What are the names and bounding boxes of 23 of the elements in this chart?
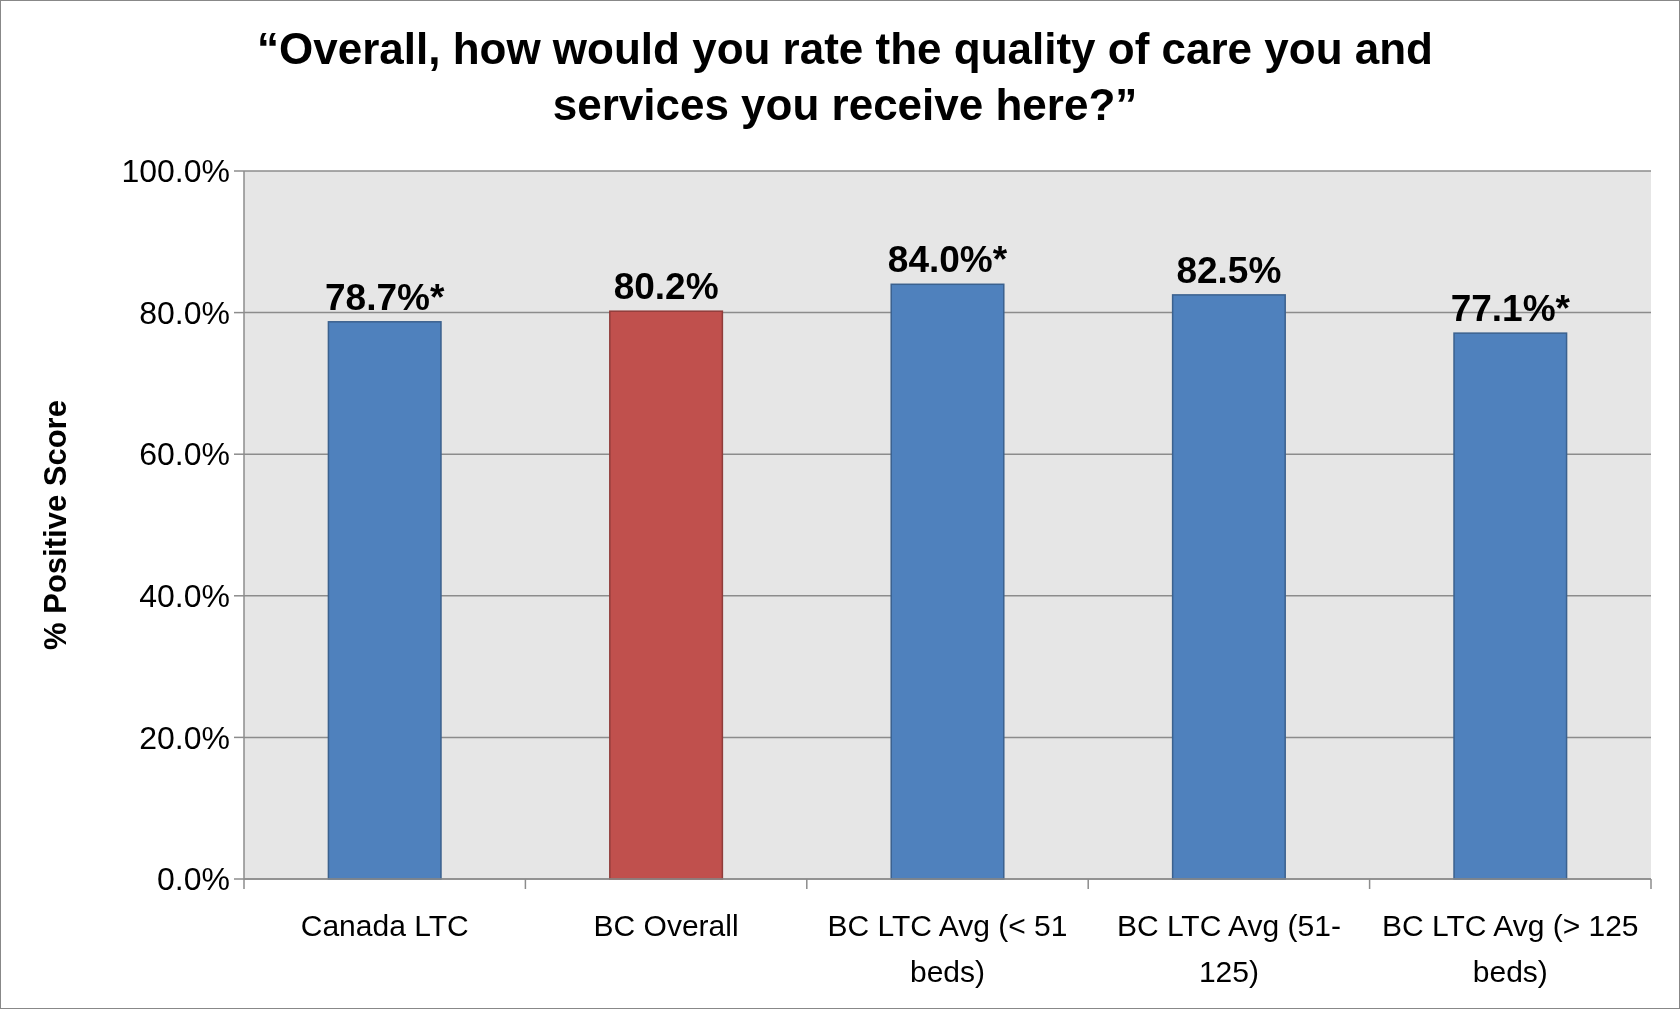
- bar: [1453, 332, 1568, 880]
- chart-title: “Overall, how would you rate the quality of care you and services you receive here?”: [257, 24, 1433, 129]
- x-tick-label: BC LTC Avg (> 125 beds): [1382, 909, 1639, 988]
- data-label: 77.1%*: [1450, 288, 1571, 330]
- y-tick-label: 0.0%: [157, 861, 230, 898]
- x-tick-label: BC LTC Avg (51-125): [1116, 909, 1341, 988]
- bar: [1171, 294, 1286, 880]
- y-tick-label: 100.0%: [121, 153, 230, 190]
- bar: [890, 283, 1005, 880]
- y-tick-label: 80.0%: [139, 294, 230, 331]
- bar: [609, 310, 724, 880]
- x-tick-label: BC LTC Avg (< 51 beds): [827, 909, 1068, 988]
- x-tick-label: Canada LTC: [300, 909, 469, 942]
- bar: [327, 321, 442, 880]
- data-label: 82.5%: [1176, 249, 1282, 291]
- x-tick-label: BC Overall: [593, 909, 739, 942]
- y-tick-label: 20.0%: [139, 719, 230, 756]
- data-label: 78.7%*: [325, 276, 445, 318]
- y-tick-label: 60.0%: [139, 436, 230, 473]
- y-tick-label: 40.0%: [139, 578, 230, 614]
- data-label: 80.2%: [613, 266, 719, 308]
- data-label: 84.0%*: [887, 239, 1008, 281]
- y-axis-title: % Positive Score: [38, 400, 73, 650]
